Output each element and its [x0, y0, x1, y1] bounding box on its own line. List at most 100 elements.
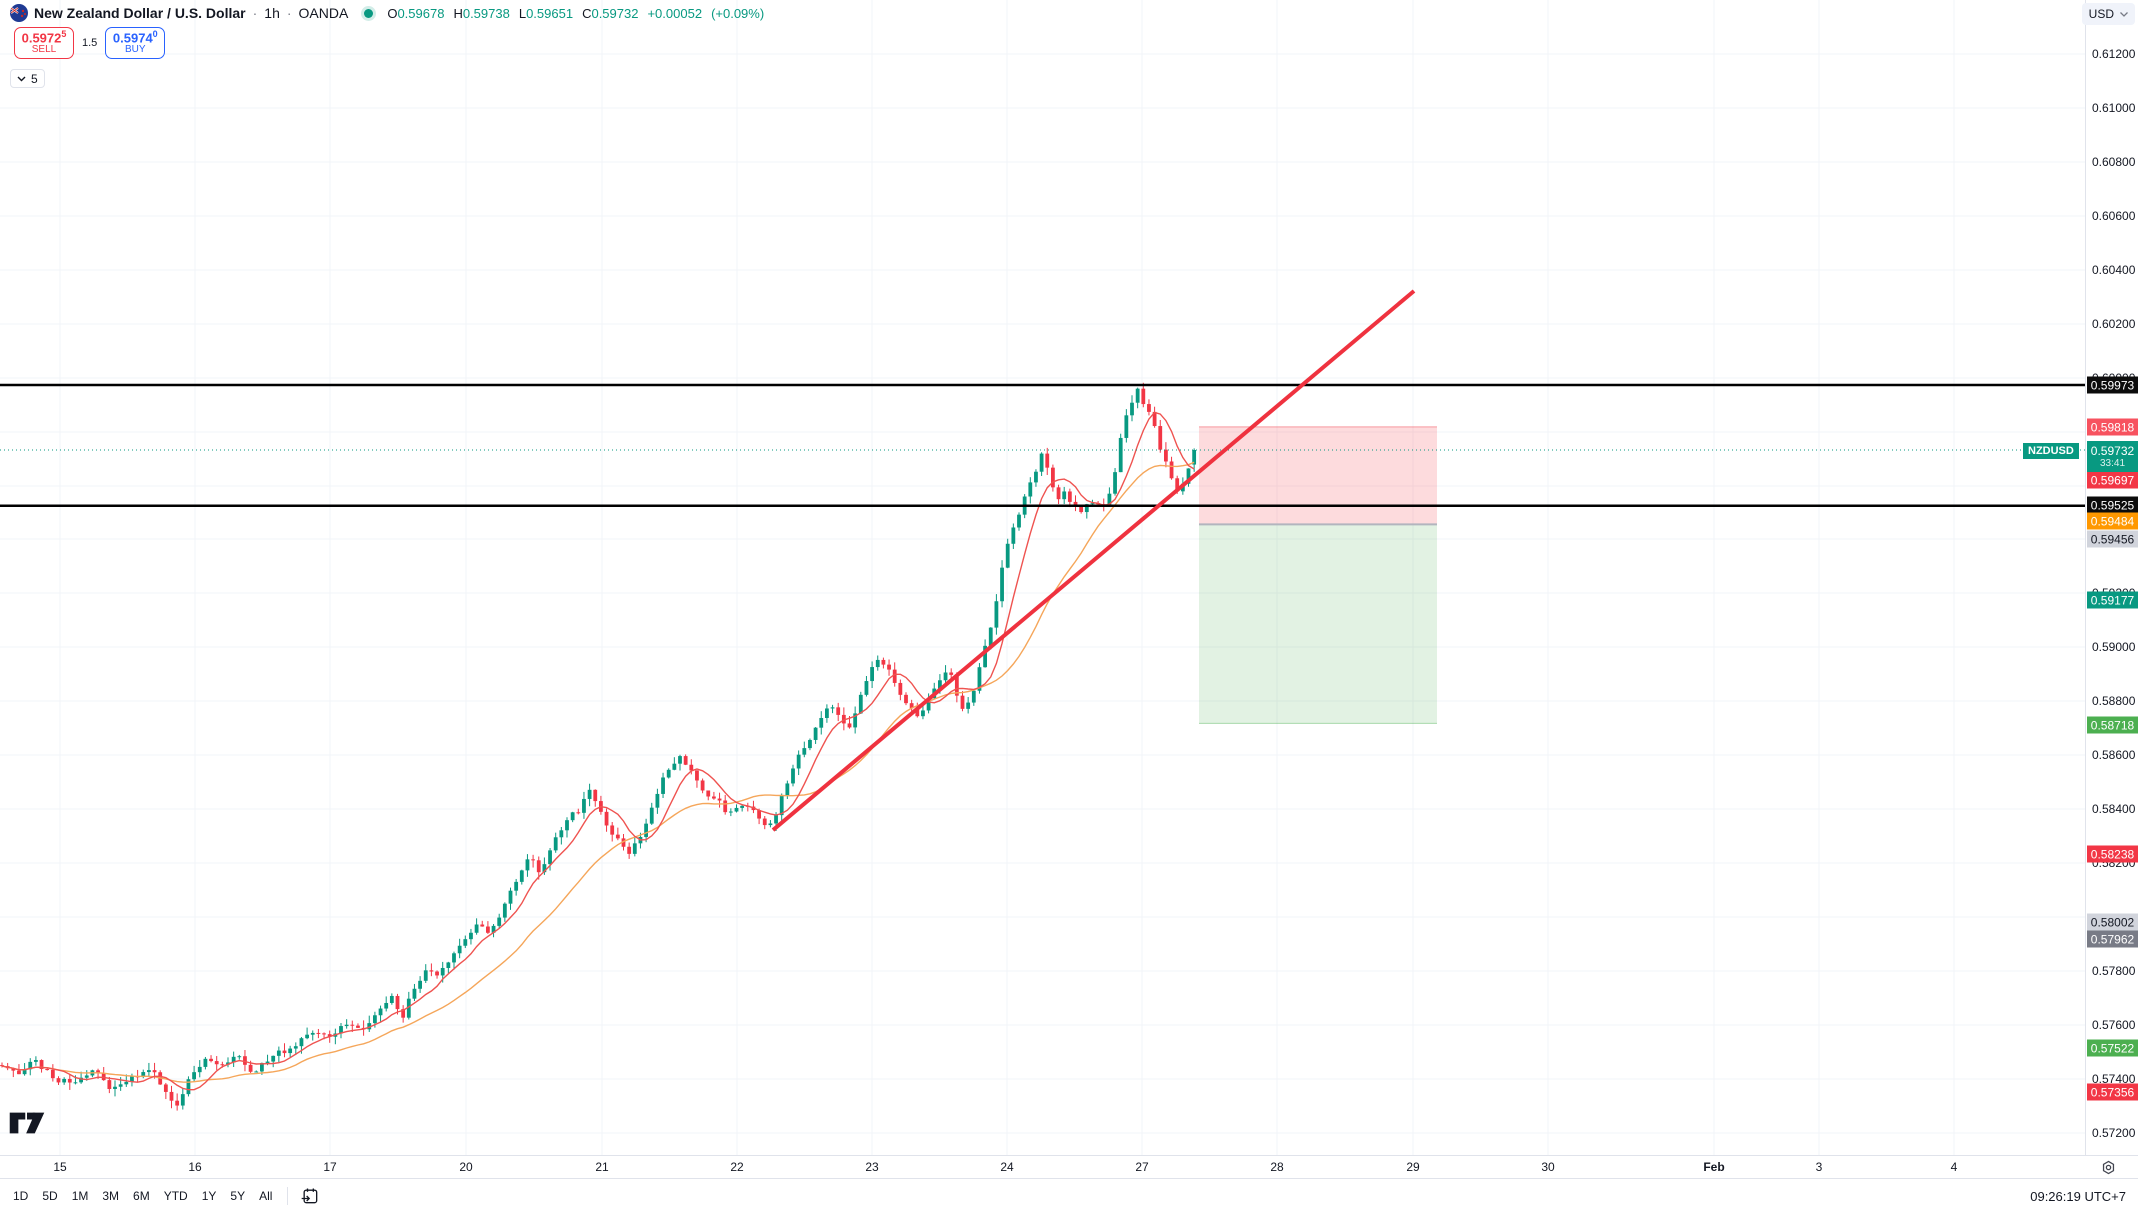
price-tick: 0.59000 — [2092, 640, 2136, 654]
current-price-value: 0.59732 — [2090, 444, 2135, 458]
symbol-title[interactable]: New Zealand Dollar / U.S. Dollar — [34, 5, 246, 21]
ohlc-value: O0.59678 — [387, 5, 445, 21]
range-button-5d[interactable]: 5D — [35, 1185, 64, 1207]
price-level-label: 0.57356 — [2087, 1083, 2138, 1101]
ohlc-values: O0.59678 H0.59738 L0.59651 C0.59732 +0.00052… — [387, 6, 764, 21]
bar-countdown: 33:41 — [2099, 458, 2126, 469]
price-tick: 0.58400 — [2092, 802, 2136, 816]
price-level-label: 0.59818 — [2087, 418, 2138, 436]
price-level-label: 0.58238 — [2087, 845, 2138, 863]
price-level-label: 0.58718 — [2087, 716, 2138, 734]
buy-button[interactable]: 0.59740 BUY — [105, 27, 166, 59]
buy-price-sup: 0 — [152, 29, 158, 40]
sell-button[interactable]: 0.59725 SELL — [14, 27, 74, 59]
short-position-tool[interactable] — [1199, 426, 1437, 724]
currency-selector[interactable]: USD — [2081, 3, 2135, 25]
time-tick: 20 — [459, 1160, 473, 1174]
toolbar-divider — [287, 1187, 289, 1205]
range-button-3m[interactable]: 3M — [95, 1185, 126, 1207]
price-level-label: 0.59697 — [2087, 471, 2138, 489]
time-tick: Feb — [1703, 1160, 1725, 1174]
price-level-label: 0.58002 — [2087, 913, 2138, 931]
price-tick: 0.60600 — [2092, 209, 2136, 223]
price-tick: 0.61000 — [2092, 101, 2136, 115]
exchange-label[interactable]: OANDA — [298, 5, 349, 21]
ohlc-value: C0.59732 — [582, 5, 639, 21]
range-button-all[interactable]: All — [252, 1185, 279, 1207]
range-button-ytd[interactable]: YTD — [157, 1185, 195, 1207]
spread-value: 1.5 — [82, 37, 98, 49]
ma-fast-line[interactable] — [1, 411, 1195, 1091]
sell-price: 0.5972 — [21, 30, 62, 46]
time-tick: 4 — [1950, 1160, 1958, 1174]
candles-series — [0, 382, 1197, 1111]
go-to-date-button[interactable] — [296, 1184, 324, 1208]
quantity-selector[interactable]: 5 — [10, 69, 45, 88]
price-axis[interactable]: USD 0.61200 0.61000 0.60800 0.60600 0.60400 0… — [2081, 0, 2138, 1155]
range-button-5y[interactable]: 5Y — [223, 1185, 252, 1207]
time-tick: 24 — [1000, 1160, 1014, 1174]
price-tick: 0.57400 — [2092, 1072, 2136, 1086]
trend-line-drawing[interactable] — [771, 289, 1416, 832]
title-separator: · — [286, 5, 292, 21]
bottom-toolbar: 1D 5D 1M 3M 6M YTD 1Y 5Y All 09:26:19 UTC+7 — [0, 1178, 2138, 1212]
price-level-label: 0.59177 — [2087, 591, 2138, 609]
price-level-label: 0.59484 — [2087, 512, 2138, 530]
sell-label: SELL — [31, 44, 57, 56]
time-tick: 17 — [323, 1160, 337, 1174]
chevron-down-icon — [2120, 11, 2128, 17]
range-button-1y[interactable]: 1Y — [195, 1185, 224, 1207]
time-tick: 15 — [53, 1160, 67, 1174]
time-tick: 3 — [1815, 1160, 1823, 1174]
change: +0.00052 — [647, 5, 703, 21]
price-level-label: 0.59456 — [2087, 530, 2138, 548]
range-switcher: 1D 5D 1M 3M 6M YTD 1Y 5Y All — [6, 1185, 279, 1207]
price-tick: 0.60200 — [2092, 317, 2136, 331]
market-open-dot[interactable] — [364, 8, 374, 18]
range-button-1m[interactable]: 1M — [65, 1185, 96, 1207]
tradingview-logo[interactable] — [8, 1110, 46, 1136]
time-tick: 28 — [1270, 1160, 1284, 1174]
symbol-legend[interactable]: New Zealand Dollar / U.S. Dollar · 1h · … — [10, 4, 764, 22]
ohlc-value: L0.59651 — [518, 5, 574, 21]
price-tick: 0.60800 — [2092, 155, 2136, 169]
price-tick: 0.58600 — [2092, 748, 2136, 762]
change-pct: (+0.09%) — [711, 5, 765, 21]
price-line-symbol-tag: NZDUSD — [2023, 443, 2079, 459]
time-axis[interactable]: 15 16 17 20 21 22 23 24 27 28 29 30 Feb 3 4 — [0, 1155, 2138, 1179]
price-tick: 0.60400 — [2092, 263, 2136, 277]
currency-label: USD — [2088, 7, 2114, 21]
price-tick: 0.57200 — [2092, 1126, 2136, 1140]
buy-label: BUY — [125, 44, 146, 56]
time-tick: 22 — [730, 1160, 744, 1174]
time-tick: 29 — [1406, 1160, 1420, 1174]
price-chart[interactable] — [0, 0, 2085, 1155]
quantity-value: 5 — [31, 71, 38, 86]
clock[interactable]: 09:26:19 UTC+7 — [2030, 1188, 2126, 1204]
time-tick: 16 — [188, 1160, 202, 1174]
price-level-label: 0.57962 — [2087, 930, 2138, 948]
price-tick: 0.61200 — [2092, 47, 2136, 61]
range-button-1d[interactable]: 1D — [6, 1185, 35, 1207]
ohlc-value: H0.59738 — [453, 5, 510, 21]
buy-price: 0.5974 — [112, 30, 153, 46]
time-tick: 27 — [1135, 1160, 1149, 1174]
interval-label[interactable]: 1h — [264, 5, 280, 21]
nz-flag-icon — [10, 4, 28, 22]
time-tick: 23 — [865, 1160, 879, 1174]
price-level-label: 0.59525 — [2087, 496, 2138, 514]
price-tick: 0.57600 — [2092, 1018, 2136, 1032]
range-button-6m[interactable]: 6M — [126, 1185, 157, 1207]
current-price-label: 0.59732 33:41 — [2087, 441, 2138, 472]
price-level-label: 0.57522 — [2087, 1039, 2138, 1057]
sell-price-sup: 5 — [61, 29, 67, 40]
time-tick: 21 — [595, 1160, 609, 1174]
time-tick: 30 — [1541, 1160, 1555, 1174]
title-separator: · — [252, 5, 258, 21]
price-tick: 0.57800 — [2092, 964, 2136, 978]
price-tick: 0.58800 — [2092, 694, 2136, 708]
gear-icon[interactable] — [2100, 1159, 2117, 1176]
grid — [0, 0, 2085, 1155]
ma-slow-line[interactable] — [1, 461, 1195, 1083]
